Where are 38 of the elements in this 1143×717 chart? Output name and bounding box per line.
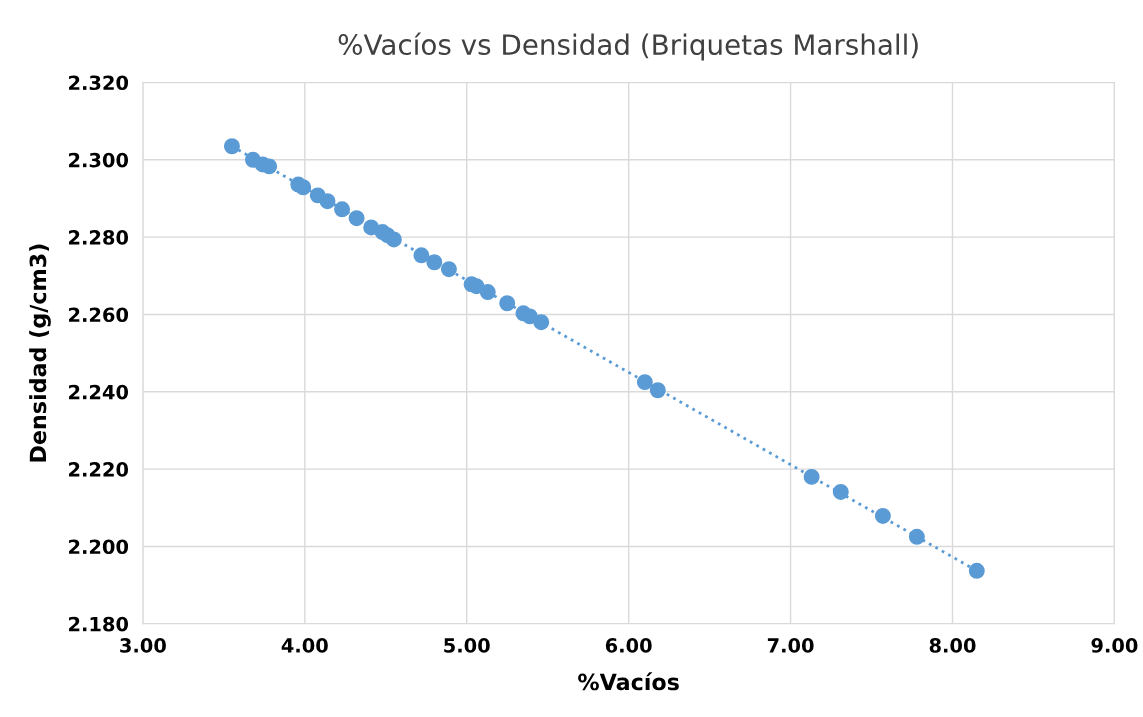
point [636,374,653,391]
point [334,201,351,218]
point [874,507,891,524]
point [968,562,985,579]
y-tick-label: 2.200 [69,539,129,555]
point [261,158,278,175]
point [348,210,365,227]
y-tick-label: 2.220 [69,462,129,477]
x-tick-label: 3.00 [120,638,166,653]
chart-title: %Vacíos vs Densidad (Briquetas Marshall) [338,32,918,61]
x-tick-label: 9.00 [1091,638,1138,653]
point [533,314,550,331]
x-axis-title: %Vacíos [578,672,679,691]
y-tick-label: 2.260 [69,307,129,323]
x-tick-label: 8.00 [929,638,976,653]
y-axis-title: Densidad (g/cm3) [29,244,51,462]
y-tick-label: 2.300 [69,152,129,168]
point [223,138,240,155]
point [479,284,496,301]
point [440,261,457,278]
y-tick-label: 2.180 [69,616,129,632]
point [295,179,312,196]
point [832,483,849,500]
y-tick-label: 2.280 [69,230,129,245]
point [649,382,666,399]
point [385,231,402,248]
x-tick-label: 5.00 [444,638,490,653]
point [803,468,820,485]
x-tick-label: 6.00 [605,638,652,653]
point [319,193,336,210]
point [499,295,516,312]
y-tick-label: 2.240 [69,384,129,400]
point [413,247,430,264]
x-tick-label: 7.00 [767,638,814,653]
x-tick-label: 4.00 [281,638,328,653]
point [426,254,443,271]
y-tick-label: 2.320 [69,75,129,91]
point [908,528,925,545]
